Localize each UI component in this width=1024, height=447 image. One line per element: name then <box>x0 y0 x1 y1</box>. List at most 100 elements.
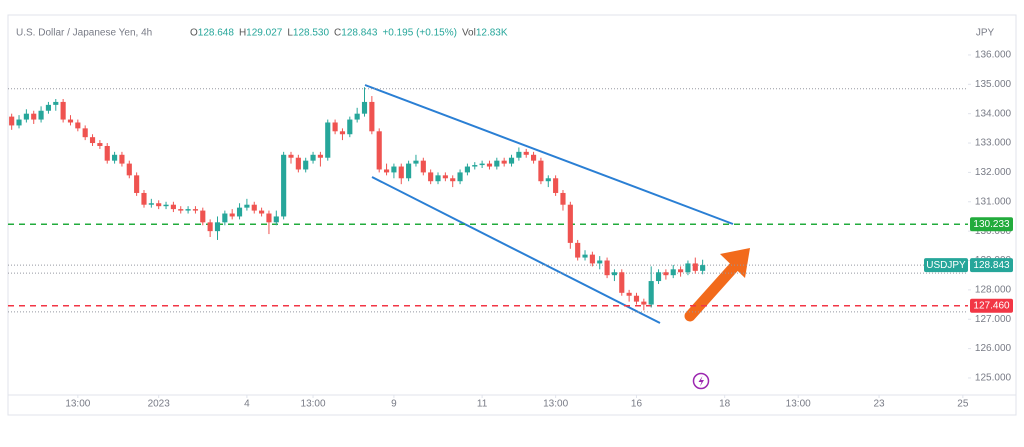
candle-body <box>295 157 301 170</box>
legend-key: L <box>287 28 293 39</box>
x-tick-label: 13:00 <box>786 399 811 410</box>
candle-body <box>553 178 559 193</box>
candle-body <box>53 101 59 105</box>
candle-body <box>332 122 338 132</box>
candle-body <box>126 163 132 176</box>
candle-body <box>406 163 412 179</box>
x-tick-label: 4 <box>244 399 250 410</box>
y-tick-label: 125.000 <box>975 373 1012 384</box>
x-tick-label: 2023 <box>148 399 171 410</box>
arrow <box>684 248 750 322</box>
x-tick-label: 11 <box>477 399 488 410</box>
candle-body <box>428 172 434 182</box>
y-tick-label: 134.000 <box>975 108 1012 119</box>
candle-body <box>567 204 573 243</box>
candle-body <box>626 292 632 296</box>
level-label-box <box>970 217 1013 232</box>
y-tick-label: 133.000 <box>975 138 1012 149</box>
candle-body <box>82 128 88 138</box>
candle-body <box>9 116 15 126</box>
candle-body <box>589 254 595 264</box>
candle-body <box>310 154 316 161</box>
candle-body <box>501 160 507 164</box>
x-tick-label: 25 <box>957 399 969 410</box>
candle-body <box>178 209 184 211</box>
y-tick-label: 131.000 <box>975 196 1012 207</box>
candle-body <box>163 204 169 207</box>
price-label-box <box>970 258 1013 273</box>
candle-body <box>655 272 662 282</box>
candle-body <box>244 204 250 208</box>
candle-body <box>420 160 426 173</box>
candle-body <box>383 169 390 173</box>
candle-body <box>38 110 44 120</box>
candle-body <box>663 272 669 276</box>
candle-body <box>156 203 162 207</box>
candle-body <box>413 160 419 164</box>
legend-value: 128.843 <box>341 28 378 39</box>
candle-body <box>112 154 118 161</box>
candle-body <box>134 175 140 193</box>
candle-body <box>435 175 441 182</box>
candle-body <box>67 119 74 123</box>
y-tick-label: 136.000 <box>975 50 1012 61</box>
candle-body <box>450 178 456 182</box>
legend-value: 128.530 <box>293 28 330 39</box>
candle-body <box>457 172 463 182</box>
candle-body <box>251 204 257 211</box>
event-icon[interactable] <box>692 372 710 390</box>
candle-body <box>479 163 485 166</box>
y-tick-label: 127.000 <box>975 314 1012 325</box>
legend-value: 12.83K <box>476 28 508 39</box>
candle-body <box>531 154 537 161</box>
channel-lower <box>371 176 661 324</box>
candle-body <box>508 157 515 164</box>
candle-body <box>575 242 581 258</box>
candle-body <box>229 213 235 217</box>
candle-body <box>288 154 294 158</box>
candle-body <box>60 101 66 120</box>
candle-body <box>369 101 375 132</box>
candle-body <box>398 166 404 179</box>
candle-body <box>89 137 96 144</box>
candle-body <box>75 122 81 129</box>
candle-body <box>442 175 448 179</box>
candle-body <box>619 272 625 293</box>
candle-body <box>170 204 176 210</box>
y-tick-label: 135.000 <box>975 79 1012 90</box>
candle-body <box>376 131 382 170</box>
candle-body <box>303 160 309 170</box>
candle-body <box>611 272 618 276</box>
candle-body <box>670 269 676 276</box>
candle-body <box>148 203 154 205</box>
candle-body <box>361 101 368 114</box>
candle-body <box>545 178 551 182</box>
legend-key: Vol <box>462 28 476 39</box>
candle-body <box>23 113 29 120</box>
candle-body <box>31 113 37 120</box>
candle-body <box>325 122 331 158</box>
candle-body <box>523 151 529 155</box>
y-tick-label: 126.000 <box>975 343 1012 354</box>
candle-body <box>641 301 647 305</box>
legend-value: 128.648 <box>198 28 235 39</box>
level-label: 127.460 <box>973 300 1010 311</box>
legend-value: 129.027 <box>246 28 283 39</box>
price-label: 128.843 <box>973 260 1010 271</box>
candle-body <box>560 192 566 205</box>
candle-body <box>582 254 588 258</box>
currency: JPY <box>976 28 995 39</box>
y-tick-label: 128.000 <box>975 285 1012 296</box>
candle-body <box>648 281 654 305</box>
candle-body <box>494 160 500 167</box>
candle-body <box>347 119 353 135</box>
candle-body <box>16 119 22 126</box>
candle-body <box>214 222 221 232</box>
candle-body <box>141 192 147 205</box>
chart-frame <box>7 14 1017 416</box>
candle-body <box>597 260 603 264</box>
symbol-label: USDJPY <box>926 260 966 271</box>
legend-value: +0.195 (+0.15%) <box>382 28 457 39</box>
candle-body <box>104 145 110 161</box>
candle-body <box>281 154 287 217</box>
